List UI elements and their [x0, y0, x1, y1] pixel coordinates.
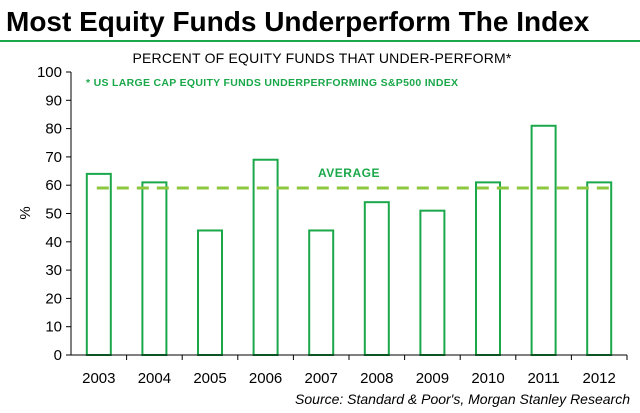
bar-2007 [308, 229, 335, 356]
x-tick-label: 2011 [527, 370, 559, 387]
y-tick-label: 100 [37, 64, 62, 81]
y-tick-label: 0 [54, 347, 62, 364]
bar-2006 [252, 158, 279, 356]
bar-2003 [85, 172, 112, 356]
bar-2011 [530, 124, 557, 356]
bar-2009 [419, 209, 446, 356]
y-tick-label: 60 [45, 177, 62, 194]
bar-2008 [363, 201, 390, 356]
y-tick-label: 80 [45, 121, 62, 138]
chart-subtitle: PERCENT OF EQUITY FUNDS THAT UNDER-PERFO… [132, 50, 511, 66]
y-tick-label: 50 [45, 206, 62, 223]
bar-2005 [197, 229, 223, 356]
x-tick-label: 2003 [82, 370, 115, 387]
y-tick-label: 40 [45, 234, 62, 251]
x-tick-label: 2009 [416, 370, 449, 387]
source-credit: Source: Standard & Poor's, Morgan Stanle… [295, 391, 630, 407]
x-tick-label: 2007 [305, 370, 338, 387]
x-tick-label: 2012 [583, 370, 616, 387]
average-label: AVERAGE [318, 166, 380, 180]
y-tick-label: 10 [45, 319, 62, 336]
x-tick-label: 2005 [193, 370, 226, 387]
y-tick-label: 20 [45, 290, 62, 307]
x-tick-label: 2004 [138, 370, 171, 387]
y-tick-label: 90 [45, 92, 62, 109]
chart-title: Most Equity Funds Underperform The Index [6, 6, 590, 37]
x-tick-label: 2010 [471, 370, 504, 387]
y-axis-label: % [17, 206, 34, 219]
bar-2010 [475, 181, 501, 356]
y-tick-label: 30 [45, 262, 62, 279]
x-tick-label: 2008 [360, 370, 393, 387]
bar-2004 [141, 181, 168, 356]
chart-footnote: * US LARGE CAP EQUITY FUNDS UNDERPERFORM… [86, 77, 458, 89]
y-tick-label: 70 [45, 149, 62, 166]
bar-2012 [586, 181, 613, 356]
x-tick-label: 2006 [249, 370, 282, 387]
